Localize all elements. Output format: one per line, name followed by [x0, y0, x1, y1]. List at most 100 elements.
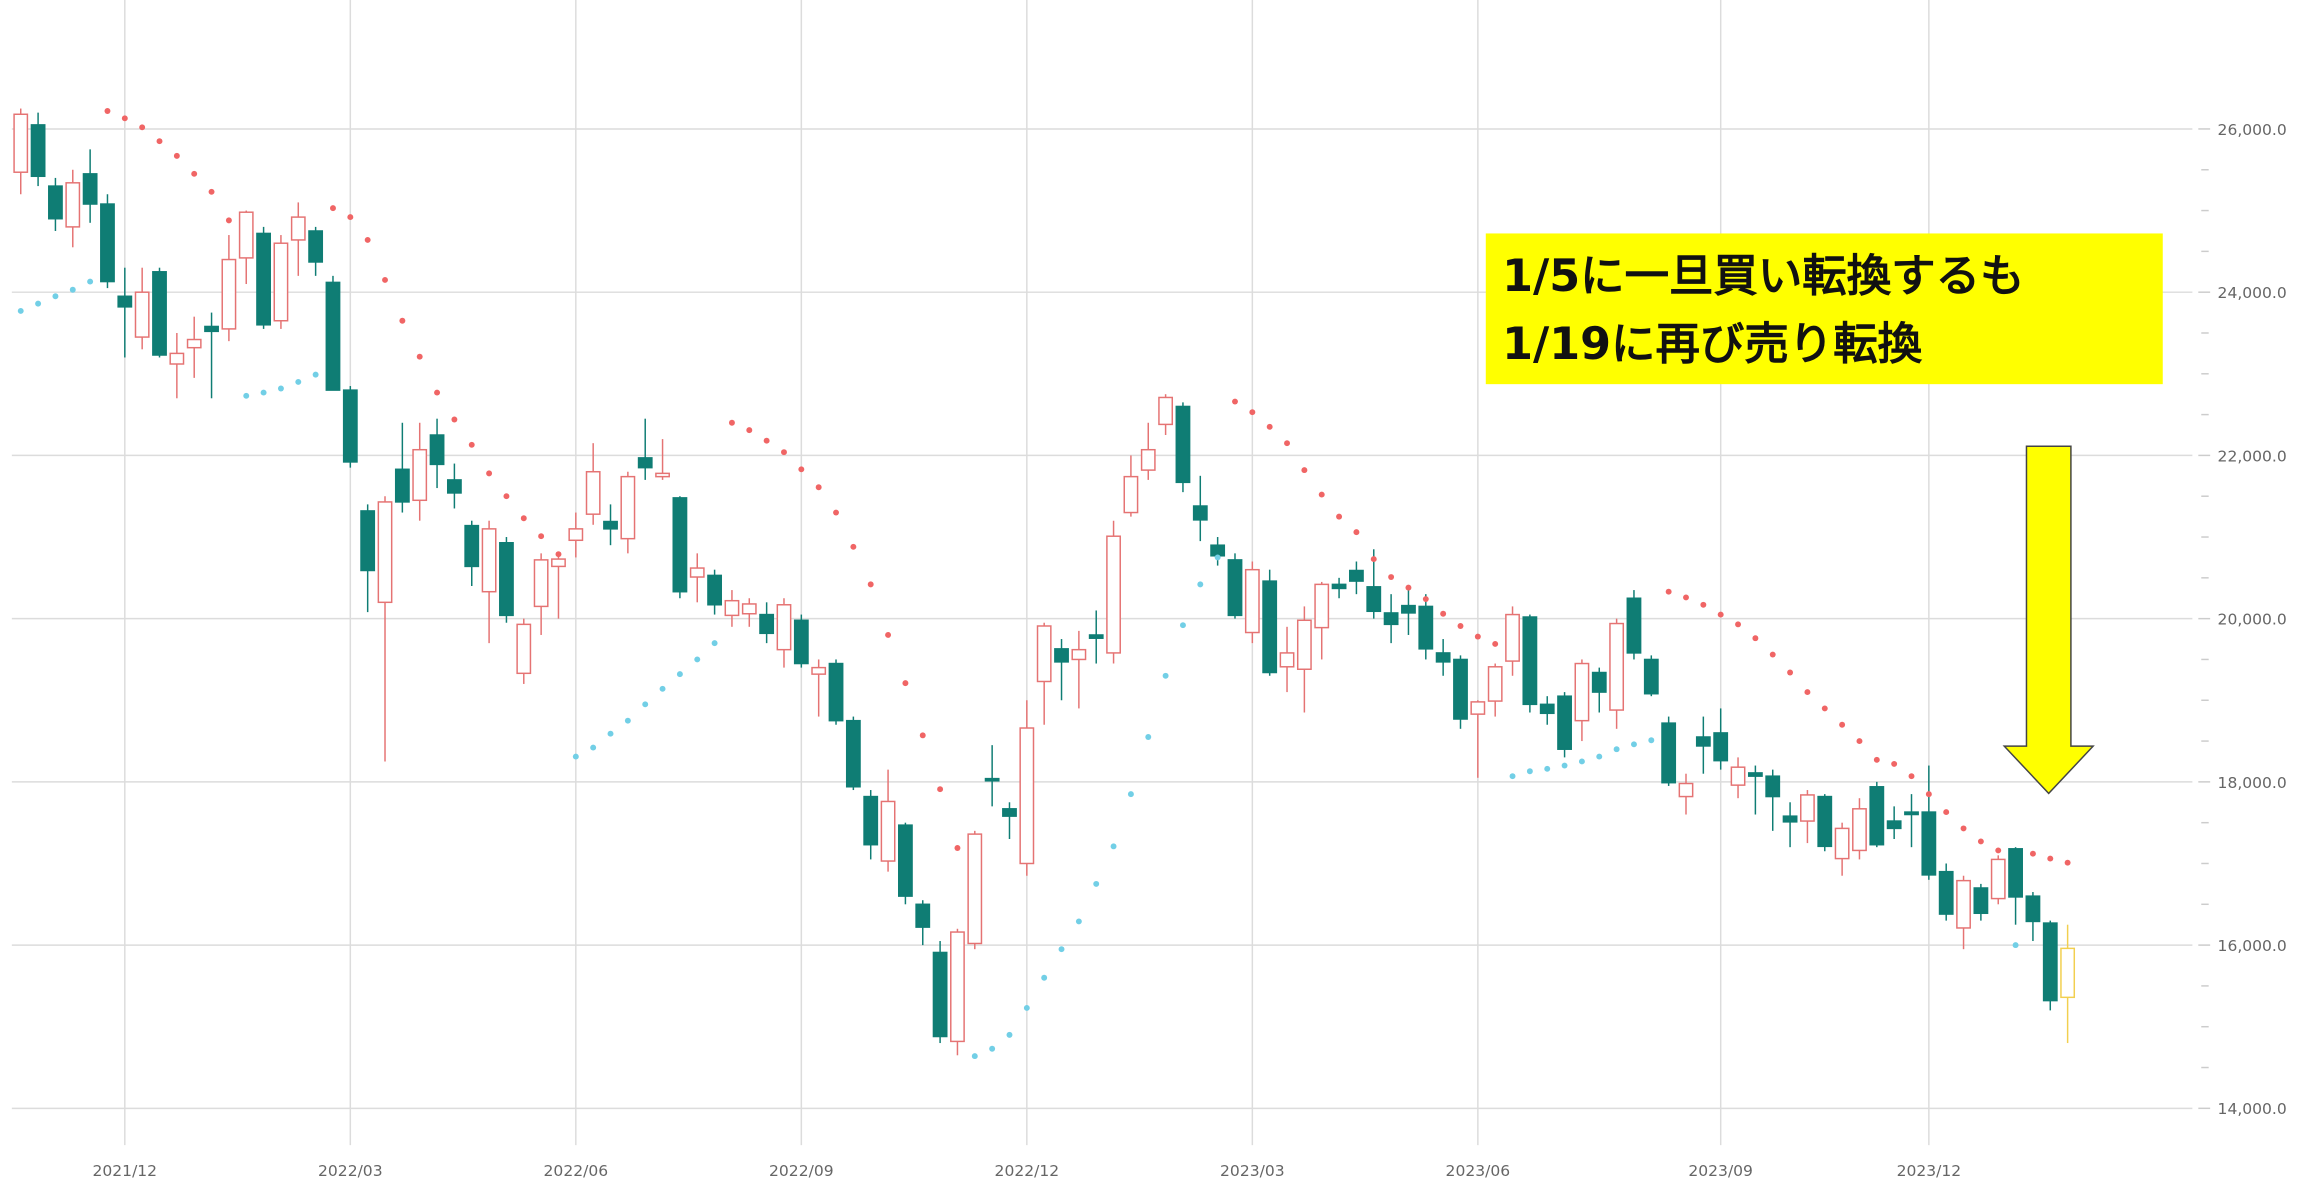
sar-dot [815, 484, 822, 491]
candle-body [1695, 736, 1711, 747]
sar-dot [364, 236, 371, 243]
sar-dot [1735, 621, 1742, 628]
sar-dot [1717, 611, 1724, 618]
sar-dot [1474, 633, 1481, 640]
sar-dot [919, 732, 926, 739]
candle-body [152, 271, 167, 356]
sar-dot [572, 753, 579, 760]
sar-dot [1873, 756, 1880, 763]
x-tick-label: 2023/09 [1688, 1162, 1753, 1180]
candle-body [655, 472, 670, 478]
sar-dot [1093, 880, 1100, 887]
y-tick-label: 26,000.0 [2218, 121, 2287, 139]
candle-body [672, 497, 688, 593]
candle-body [551, 558, 566, 568]
candle-body [1904, 811, 1919, 816]
candle-body [186, 338, 202, 349]
sar-dot [260, 389, 267, 396]
candle-body [1314, 583, 1330, 629]
candle-body [1279, 652, 1295, 668]
sar-dot [1162, 672, 1169, 679]
candle-body [1158, 396, 1174, 426]
y-tick-label: 20,000.0 [2218, 611, 2287, 629]
sar-dot [1214, 554, 1221, 561]
sar-dot [121, 115, 128, 122]
plot: 14,000.0 16,000.0 18,000.0 20,000.0 22,000.0… [11, 0, 2287, 1180]
candle-body [308, 230, 324, 263]
sar-dot [434, 389, 441, 396]
candle-body [1383, 612, 1399, 626]
candle-body [13, 113, 29, 173]
candle-body [1036, 625, 1052, 683]
candle-body [65, 182, 81, 228]
sar-dot [382, 276, 388, 283]
candle-body [915, 903, 931, 928]
sar-dot [225, 217, 232, 224]
candle-body [1869, 786, 1885, 846]
candle-body [325, 281, 341, 391]
sar-dot [1561, 762, 1568, 769]
candle-body [1557, 695, 1572, 750]
sar-dot [1457, 623, 1464, 629]
candle-body [1990, 858, 2006, 900]
candle-body [880, 800, 896, 862]
candle-body [1539, 703, 1555, 715]
candle-body [741, 603, 757, 615]
candle-body [1192, 505, 1208, 521]
sar-dot [1266, 423, 1273, 430]
sar-dot [2064, 859, 2071, 866]
sar-dot [1197, 581, 1204, 588]
sar-dot [486, 470, 493, 477]
candle-body [1609, 622, 1625, 711]
sar-dot [1804, 689, 1811, 696]
candle-body [1626, 597, 1642, 654]
candle-body [1973, 887, 1989, 915]
sar-dot [1440, 610, 1447, 617]
sar-dot [399, 317, 406, 324]
sar-dot [1821, 705, 1828, 712]
candle-body [100, 203, 115, 283]
candle-body [1713, 732, 1729, 762]
candle-body [169, 352, 185, 365]
sar-dot [2029, 850, 2036, 857]
candle-body [48, 185, 63, 220]
candle-body [1435, 652, 1451, 663]
candle-body [1349, 569, 1364, 582]
candle-body [811, 666, 827, 675]
candle-body [1296, 619, 1312, 670]
sar-dot [763, 437, 770, 444]
sar-dot [885, 632, 892, 638]
sar-dot [1700, 601, 1707, 608]
candle-body [1002, 808, 1017, 817]
candle-body [1088, 634, 1104, 639]
sar-dot [191, 170, 198, 177]
sar-dot [1492, 640, 1499, 647]
candle-body [1800, 794, 1815, 822]
sar-dot [295, 379, 302, 385]
candle-body [1678, 782, 1694, 798]
y-tick-label: 14,000.0 [2218, 1100, 2287, 1118]
candle-body [1522, 616, 1538, 706]
sar-dot [1353, 529, 1360, 536]
candle-body [1123, 475, 1139, 514]
sar-dot [312, 371, 319, 378]
sar-dot [1908, 773, 1915, 780]
sar-dot [676, 671, 683, 678]
sar-dot [1648, 737, 1655, 744]
x-tick-label: 2023/06 [1446, 1162, 1511, 1180]
sar-dot [1526, 768, 1533, 775]
candle-body [2060, 947, 2076, 999]
sar-dot [1960, 825, 1967, 832]
candle-body [1852, 808, 1867, 852]
candle-body [204, 325, 219, 333]
candle-body [1574, 662, 1590, 722]
candle-body [1227, 559, 1243, 617]
candle-body [1591, 671, 1607, 693]
sar-dot [1388, 574, 1395, 580]
candle-body [446, 479, 462, 494]
sar-dot [208, 188, 215, 195]
candle-body [1782, 815, 1798, 823]
x-tick-label: 2021/12 [93, 1162, 158, 1180]
sar-dot [277, 385, 284, 392]
sar-dot [1110, 843, 1117, 850]
